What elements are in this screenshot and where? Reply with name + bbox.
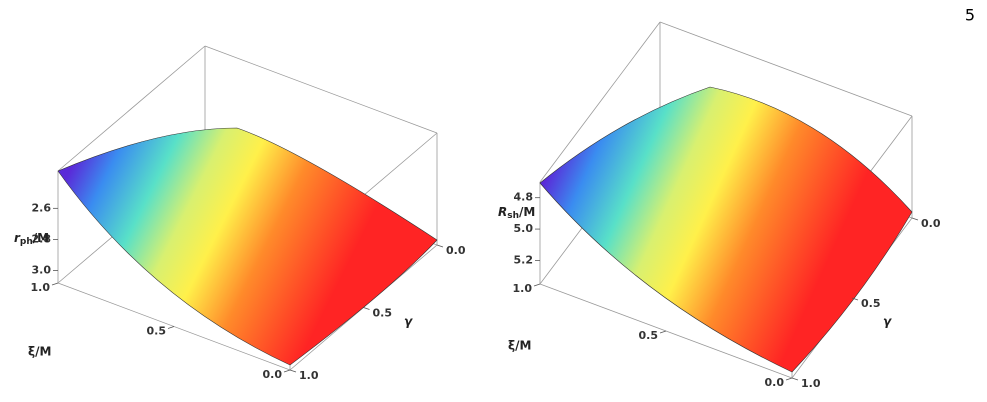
x-tick xyxy=(785,377,793,381)
box-edge xyxy=(204,45,438,134)
y-tick xyxy=(289,369,297,373)
x-axis-label: ξ/M xyxy=(508,339,531,353)
z-axis-label-part: R xyxy=(498,205,507,219)
z-axis-label-part: /M xyxy=(33,231,49,245)
x-tick-label: 1.0 xyxy=(31,281,51,294)
x-tick xyxy=(167,326,175,329)
z-tick-label: 5.0 xyxy=(514,222,534,235)
y-axis-label: γ xyxy=(883,315,892,329)
z-tick-label: 2.8 xyxy=(32,232,52,245)
x-tick xyxy=(283,369,291,373)
x-tick xyxy=(659,330,667,334)
z-axis-label: Rsh/M xyxy=(498,205,535,221)
y-tick-label: 0.5 xyxy=(373,307,393,320)
x-tick-label: 1.0 xyxy=(513,282,533,295)
box-edge xyxy=(57,45,206,172)
box-edge xyxy=(659,21,913,117)
z-tick-label: 2.6 xyxy=(32,201,52,214)
y-tick-label: 0.0 xyxy=(921,217,941,230)
y-tick-label: 0.0 xyxy=(446,244,466,257)
z-axis-label-part: sh xyxy=(507,211,519,221)
y-tick-label: 1.0 xyxy=(801,377,821,390)
x-axis-label: ξ/M xyxy=(28,345,51,359)
x-tick-label: 0.0 xyxy=(263,368,283,381)
z-axis-label: rph/M xyxy=(14,231,49,247)
y-tick xyxy=(851,297,859,301)
z-tick-label: 5.2 xyxy=(514,253,534,266)
y-tick xyxy=(911,217,919,221)
y-tick xyxy=(791,377,799,381)
z-axis-label-part: /M xyxy=(519,205,535,219)
page-number: 5 xyxy=(965,6,975,25)
y-axis-label: γ xyxy=(404,315,413,329)
x-tick-label: 0.5 xyxy=(147,325,167,338)
box-edge xyxy=(539,21,661,183)
x-tick xyxy=(51,282,59,286)
y-tick xyxy=(363,307,370,310)
y-tick xyxy=(436,244,444,248)
z-axis-label-part: r xyxy=(14,231,21,245)
x-tick xyxy=(533,283,541,287)
z-tick-label: 3.0 xyxy=(32,264,52,277)
surface xyxy=(57,127,438,366)
y-tick-label: 1.0 xyxy=(299,369,319,382)
x-tick-label: 0.0 xyxy=(765,376,785,389)
z-axis-label-part: ph xyxy=(20,237,33,247)
x-tick-label: 0.5 xyxy=(639,329,659,342)
y-tick-label: 0.5 xyxy=(861,297,881,310)
surface xyxy=(539,86,913,373)
z-tick-label: 4.8 xyxy=(514,191,534,204)
